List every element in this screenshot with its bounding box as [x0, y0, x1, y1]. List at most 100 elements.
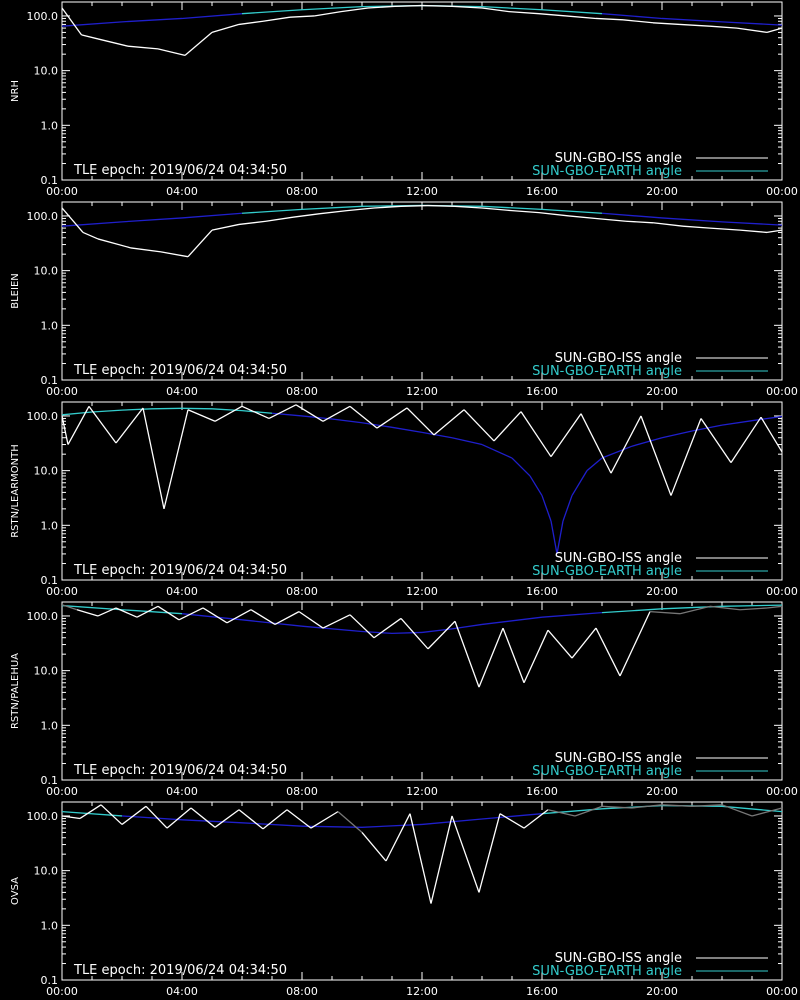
y-tick-label: 100.0: [27, 610, 59, 623]
series-iss-segment: [679, 605, 711, 615]
series-iss-segment: [538, 13, 567, 17]
series-earth-segment: [241, 822, 303, 827]
series-iss-segment: [571, 627, 597, 659]
series-iss-segment: [214, 809, 240, 828]
series-iss-segment: [766, 605, 783, 609]
panel-rstn-palehua: 0.1 1.0 10.0 100.0 00:00 04:00 08:00 12:00 16:00…: [10, 601, 798, 798]
series-iss-segment: [394, 4, 423, 7]
series-earth-segment: [721, 604, 783, 607]
y-tick-label: 1.0: [41, 719, 59, 732]
series-iss-segment: [265, 216, 294, 222]
x-tick-label: 04:00: [166, 185, 198, 198]
series-iss-segment: [121, 805, 147, 825]
series-earth-segment: [541, 208, 603, 214]
legend-earth-label: SUN-GBO-EARTH angle: [532, 164, 682, 179]
series-earth-segment: [301, 625, 363, 633]
series-iss-segment: [601, 805, 633, 809]
tle-epoch-annotation: TLE epoch: 2019/06/24 04:34:50: [73, 563, 287, 578]
legend-iss-label: SUN-GBO-ISS angle: [555, 151, 682, 166]
series-iss-segment: [82, 231, 99, 240]
legend-earth-label: SUN-GBO-EARTH angle: [532, 964, 682, 979]
series-earth-segment: [361, 422, 393, 428]
series-iss-segment: [97, 607, 117, 617]
x-tick-label: 04:00: [166, 585, 198, 598]
series-earth-segment: [61, 21, 123, 27]
x-tick-label: 00:00: [46, 185, 78, 198]
series-iss-segment: [115, 407, 144, 444]
series-iss-segment: [214, 405, 243, 422]
series-iss-segment: [349, 614, 375, 639]
y-tick-label: 1.0: [41, 519, 59, 532]
series-earth-segment: [301, 825, 363, 828]
legend-iss-label: SUN-GBO-ISS angle: [555, 951, 682, 966]
series-iss-segment: [709, 605, 741, 611]
x-tick-label: 20:00: [646, 985, 678, 998]
series-iss-segment: [274, 611, 300, 626]
series-iss-segment: [565, 15, 597, 20]
series-iss-segment: [649, 610, 681, 615]
series-earth-segment: [556, 520, 564, 555]
series-iss-segment: [523, 809, 549, 829]
series-earth-segment: [631, 437, 663, 447]
series-iss-segment: [406, 407, 435, 436]
series-earth-segment: [241, 9, 303, 15]
series-iss-segment: [751, 807, 783, 817]
series-iss-segment: [709, 25, 738, 29]
legend-iss-label: SUN-GBO-ISS angle: [555, 751, 682, 766]
y-tick-label: 1.0: [41, 319, 59, 332]
series-iss-segment: [736, 27, 768, 34]
x-tick-label: 00:00: [46, 585, 78, 598]
panel-bleien: 0.1 1.0 10.0 100.0 00:00 04:00 08:00 12:00 16:00…: [10, 201, 798, 398]
series-iss-segment: [409, 813, 432, 904]
y-tick-label: 100.0: [27, 10, 59, 23]
series-iss-segment: [211, 23, 240, 34]
x-tick-label: 00:00: [766, 985, 798, 998]
series-iss-segment: [682, 225, 711, 229]
series-iss-segment: [127, 45, 159, 50]
y-tick-label: 10.0: [34, 665, 59, 678]
series-earth-segment: [601, 13, 663, 20]
tle-epoch-annotation: TLE epoch: 2019/06/24 04:34:50: [73, 163, 287, 178]
series-iss-segment: [520, 411, 552, 458]
series-iss-segment: [157, 48, 186, 57]
series-iss-segment: [568, 215, 597, 220]
x-tick-label: 00:00: [46, 985, 78, 998]
y-tick-label: 10.0: [34, 65, 59, 78]
series-earth-segment: [601, 445, 633, 459]
series-iss-segment: [652, 22, 681, 26]
series-iss-segment: [292, 213, 321, 218]
series-iss-segment: [547, 809, 576, 817]
series-iss-segment: [61, 815, 81, 820]
series-earth-segment: [211, 408, 243, 412]
series-iss-segment: [625, 220, 654, 224]
series-iss-segment: [184, 31, 213, 56]
series-iss-segment: [700, 418, 732, 464]
series-iss-segment: [640, 415, 672, 496]
y-axis-label: NRH: [10, 80, 21, 102]
series-iss-segment: [187, 229, 213, 258]
series-iss-segment: [361, 832, 387, 862]
series-iss-segment: [322, 614, 351, 629]
x-tick-label: 08:00: [286, 785, 318, 798]
series-iss-segment: [373, 205, 402, 209]
panel-rstn-learmonth: 0.1 1.0 10.0 100.0 00:00 04:00 08:00 12:00 16:00…: [10, 401, 798, 598]
series-earth-segment: [751, 415, 783, 422]
y-tick-label: 1.0: [41, 119, 59, 132]
legend-earth-label: SUN-GBO-EARTH angle: [532, 764, 682, 779]
series-iss-segment: [454, 621, 480, 688]
series-iss-segment: [262, 16, 291, 22]
series-earth-segment: [121, 609, 183, 615]
series-iss-segment: [538, 211, 570, 217]
series-iss-segment: [298, 611, 324, 629]
series-iss-segment: [595, 217, 627, 222]
series-iss-segment: [691, 804, 723, 807]
series-iss-segment: [160, 251, 189, 258]
series-iss-segment: [478, 813, 501, 893]
series-iss-segment: [178, 607, 204, 621]
series-iss-segment: [493, 411, 522, 442]
series-iss-segment: [310, 811, 339, 829]
series-iss-segment: [81, 34, 99, 40]
series-iss-segment: [670, 418, 702, 496]
series-iss-segment: [313, 10, 342, 17]
series-iss-segment: [463, 409, 495, 442]
